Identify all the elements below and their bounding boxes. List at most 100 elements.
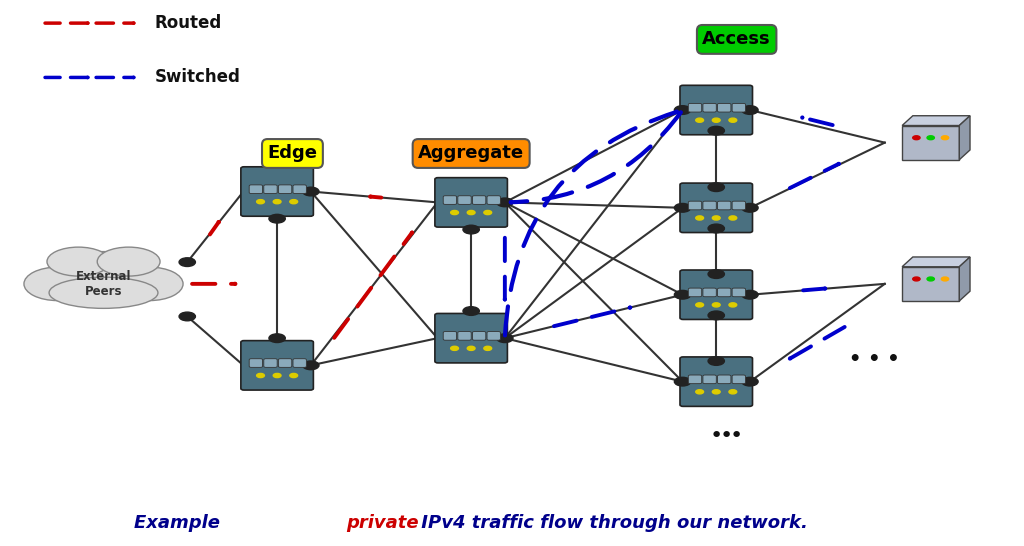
Circle shape [269, 215, 286, 223]
Circle shape [912, 277, 921, 281]
Circle shape [675, 290, 691, 299]
FancyBboxPatch shape [249, 185, 262, 193]
Circle shape [675, 106, 691, 114]
FancyBboxPatch shape [680, 357, 753, 406]
FancyBboxPatch shape [279, 185, 292, 193]
Circle shape [729, 216, 736, 220]
FancyBboxPatch shape [487, 196, 501, 204]
FancyBboxPatch shape [718, 375, 731, 384]
Circle shape [729, 390, 736, 394]
Circle shape [741, 290, 758, 299]
Ellipse shape [57, 252, 150, 289]
Text: •: • [720, 426, 733, 446]
FancyBboxPatch shape [732, 288, 745, 296]
Ellipse shape [49, 277, 158, 308]
Text: Switched: Switched [155, 68, 241, 86]
FancyBboxPatch shape [487, 331, 501, 340]
FancyBboxPatch shape [443, 196, 457, 204]
Circle shape [303, 187, 319, 196]
Circle shape [273, 373, 281, 378]
FancyBboxPatch shape [718, 201, 731, 210]
Circle shape [741, 377, 758, 386]
Circle shape [179, 312, 196, 321]
Circle shape [179, 258, 196, 266]
Circle shape [497, 334, 513, 342]
Circle shape [695, 390, 703, 394]
Ellipse shape [97, 247, 160, 276]
FancyBboxPatch shape [688, 375, 701, 384]
Circle shape [451, 346, 459, 351]
FancyBboxPatch shape [443, 331, 457, 340]
Text: •: • [710, 426, 723, 446]
FancyBboxPatch shape [241, 341, 313, 390]
FancyBboxPatch shape [241, 167, 313, 216]
Circle shape [463, 225, 479, 234]
FancyBboxPatch shape [680, 270, 753, 319]
Polygon shape [959, 257, 970, 301]
FancyBboxPatch shape [718, 103, 731, 112]
FancyBboxPatch shape [249, 359, 262, 367]
Text: Routed: Routed [155, 14, 222, 32]
Circle shape [713, 390, 720, 394]
Text: private: private [346, 514, 419, 532]
Circle shape [273, 200, 281, 204]
Polygon shape [902, 257, 970, 267]
Circle shape [467, 210, 475, 215]
FancyBboxPatch shape [435, 177, 508, 227]
Circle shape [741, 106, 758, 114]
Circle shape [483, 346, 492, 351]
FancyBboxPatch shape [279, 359, 292, 367]
FancyBboxPatch shape [732, 201, 745, 210]
Circle shape [483, 210, 492, 215]
FancyBboxPatch shape [702, 201, 717, 210]
Circle shape [713, 303, 720, 307]
Ellipse shape [24, 267, 91, 300]
FancyBboxPatch shape [702, 103, 717, 112]
FancyBboxPatch shape [293, 359, 306, 367]
Circle shape [257, 373, 264, 378]
FancyBboxPatch shape [458, 196, 471, 204]
Circle shape [290, 200, 298, 204]
FancyBboxPatch shape [680, 183, 753, 233]
FancyBboxPatch shape [732, 375, 745, 384]
Circle shape [927, 136, 934, 140]
Text: •: • [730, 426, 743, 446]
Polygon shape [902, 126, 959, 160]
Circle shape [708, 183, 724, 192]
Text: External
Peers: External Peers [76, 270, 131, 298]
FancyBboxPatch shape [688, 288, 701, 296]
FancyBboxPatch shape [264, 359, 278, 367]
Circle shape [695, 303, 703, 307]
FancyBboxPatch shape [732, 103, 745, 112]
Circle shape [675, 204, 691, 212]
Circle shape [695, 118, 703, 122]
Polygon shape [959, 116, 970, 160]
Circle shape [467, 346, 475, 351]
Circle shape [713, 216, 720, 220]
FancyBboxPatch shape [680, 85, 753, 135]
Ellipse shape [116, 267, 183, 300]
Circle shape [708, 126, 724, 135]
Circle shape [463, 307, 479, 316]
Circle shape [708, 357, 724, 365]
FancyBboxPatch shape [688, 103, 701, 112]
FancyBboxPatch shape [718, 288, 731, 296]
Text: Access: Access [702, 31, 771, 49]
Polygon shape [902, 116, 970, 126]
FancyBboxPatch shape [702, 375, 717, 384]
Circle shape [912, 136, 921, 140]
Circle shape [729, 118, 736, 122]
Circle shape [941, 277, 948, 281]
FancyBboxPatch shape [702, 288, 717, 296]
FancyBboxPatch shape [435, 313, 508, 363]
Circle shape [257, 200, 264, 204]
Circle shape [695, 216, 703, 220]
Circle shape [741, 204, 758, 212]
Polygon shape [902, 267, 959, 301]
Circle shape [708, 311, 724, 320]
Circle shape [451, 210, 459, 215]
Circle shape [303, 361, 319, 370]
Circle shape [927, 277, 934, 281]
Circle shape [941, 136, 948, 140]
Circle shape [269, 334, 286, 342]
